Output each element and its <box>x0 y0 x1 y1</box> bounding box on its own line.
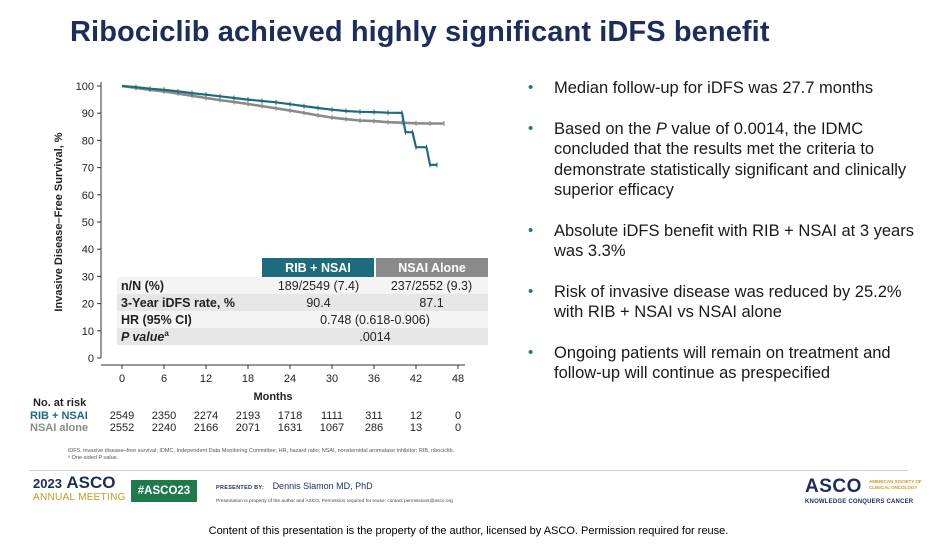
cell-nn-rib: 189/2549 (7.4) <box>262 277 375 294</box>
x-tick-label: 30 <box>326 373 338 385</box>
presenter-info: PRESENTED BY: Dennis Slamon MD, PhD Pres… <box>216 481 453 504</box>
bullet-risk-reduction: Risk of invasive disease was reduced by … <box>528 282 928 323</box>
y-tick-label: 10 <box>82 326 94 338</box>
table-header-rib: RIB + NSAI <box>262 258 376 277</box>
x-tick-label: 48 <box>452 373 464 385</box>
at-risk-count: 286 <box>365 422 383 434</box>
cell-nn-nsai: 237/2552 (9.3) <box>375 277 488 294</box>
at-risk-count: 311 <box>365 410 383 422</box>
km-chart: 0 10 20 30 40 50 60 70 80 90 100 0 6 12 18 24 30 36 42 48 Mo… <box>30 81 465 434</box>
y-tick-label: 40 <box>82 244 94 256</box>
at-risk-count: 0 <box>455 410 461 422</box>
at-risk-label: RIB + NSAI <box>30 410 88 422</box>
cell-p: .0014 <box>262 328 488 345</box>
x-tick-label: 0 <box>119 373 125 385</box>
footer-divider <box>30 470 908 471</box>
at-risk-count: 2166 <box>194 422 218 434</box>
at-risk-count: 13 <box>410 422 422 434</box>
y-tick-label: 90 <box>82 108 94 120</box>
bullet-pvalue: Based on the P value of 0.0014, the IDMC… <box>528 119 928 201</box>
x-tick-label: 6 <box>161 373 167 385</box>
at-risk-count: 2193 <box>236 410 260 422</box>
meeting-logo: 2023 ASCO ANNUAL MEETING <box>33 473 126 503</box>
table-row: HR (95% CI) 0.748 (0.618-0.906) <box>117 311 488 328</box>
y-tick-label: 70 <box>82 163 94 175</box>
series-line-nsai <box>121 84 444 125</box>
table-row: P valuea .0014 <box>117 328 488 345</box>
at-risk-count: 1111 <box>321 410 343 422</box>
x-axis-title: Months <box>253 391 292 403</box>
x-tick-label: 36 <box>368 373 380 385</box>
series-line-rib <box>121 84 437 166</box>
at-risk-count: 2274 <box>194 410 218 422</box>
hashtag-badge: #ASCO23 <box>131 480 197 502</box>
y-tick-label: 30 <box>82 271 94 283</box>
table-header-nsai: NSAI Alone <box>375 258 488 277</box>
at-risk-count: 0 <box>455 422 461 434</box>
bullet-ongoing: Ongoing patients will remain on treatmen… <box>528 343 928 384</box>
y-tick-label: 100 <box>76 81 94 93</box>
table-row: 3-Year iDFS rate, % 90.4 87.1 <box>117 294 488 311</box>
row-label-p: P valuea <box>117 328 262 345</box>
y-tick-label: 60 <box>82 190 94 202</box>
cell-3yr-nsai: 87.1 <box>375 294 488 311</box>
results-table: RIB + NSAI NSAI Alone n/N (%) 189/2549 (… <box>117 258 488 345</box>
y-axis-title: Invasive Disease–Free Survival, % <box>53 132 65 311</box>
table-row: n/N (%) 189/2549 (7.4) 237/2552 (9.3) <box>117 277 488 294</box>
footnote: iDFS, invasive disease–free survival; ID… <box>68 448 455 461</box>
at-risk-count: 2350 <box>152 410 176 422</box>
x-tick-label: 18 <box>242 373 254 385</box>
x-tick-label: 24 <box>284 373 296 385</box>
p-sup: a <box>164 328 169 338</box>
at-risk-count: 1631 <box>278 422 302 434</box>
at-risk-count: 12 <box>410 410 422 422</box>
asco-tagline: KNOWLEDGE CONQUERS CANCER <box>805 499 914 505</box>
slide-title: Ribociclib achieved highly significant i… <box>70 16 770 48</box>
y-tick-label: 50 <box>82 217 94 229</box>
property-note: Presentation is property of the author a… <box>216 499 453 504</box>
y-tick-label: 20 <box>82 299 94 311</box>
bullet-followup: Median follow-up for iDFS was 27.7 month… <box>528 78 928 99</box>
bullet-list: Median follow-up for iDFS was 27.7 month… <box>528 78 928 404</box>
x-tick-label: 42 <box>410 373 422 385</box>
row-label-nn: n/N (%) <box>117 277 262 294</box>
cell-hr: 0.748 (0.618-0.906) <box>262 311 488 328</box>
at-risk-label: NSAI alone <box>30 422 88 434</box>
at-risk-count: 2071 <box>236 422 260 434</box>
row-label-hr: HR (95% CI) <box>117 311 262 328</box>
presenter-name: Dennis Slamon MD, PhD <box>272 481 373 491</box>
at-risk-count: 2552 <box>110 422 134 434</box>
copyright-notice: Content of this presentation is the prop… <box>208 525 729 537</box>
at-risk-count: 2240 <box>152 422 176 434</box>
at-risk-heading: No. at risk <box>33 397 87 409</box>
asco-logo: ASCO AMERICAN SOCIETY OF CLINICAL ONCOLO… <box>805 476 930 505</box>
p-label: P value <box>121 330 165 345</box>
at-risk-count: 2549 <box>110 410 134 422</box>
asco-society: AMERICAN SOCIETY OF CLINICAL ONCOLOGY <box>869 479 922 490</box>
at-risk-count: 1718 <box>278 410 302 422</box>
at-risk-count: 1067 <box>320 422 344 434</box>
y-tick-label: 0 <box>88 353 94 365</box>
cell-3yr-rib: 90.4 <box>262 294 375 311</box>
x-tick-label: 12 <box>200 373 212 385</box>
row-label-3yr: 3-Year iDFS rate, % <box>117 294 262 311</box>
y-tick-label: 80 <box>82 135 94 147</box>
bullet-absolute-benefit: Absolute iDFS benefit with RIB + NSAI at… <box>528 221 928 262</box>
